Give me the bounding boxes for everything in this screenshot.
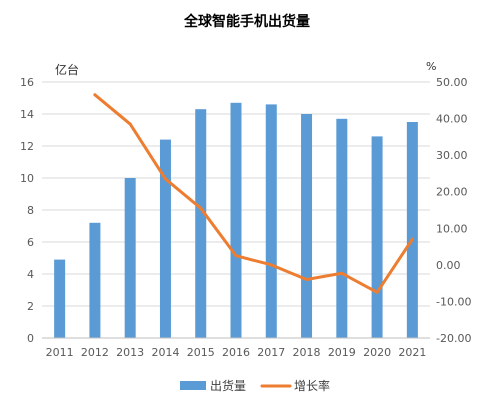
right-axis-tick-label: 30.00 [436,149,468,162]
right-axis-tick-label: -20.00 [436,332,471,345]
bar [159,139,171,338]
line-series [93,93,414,294]
x-axis-tick-label: 2018 [293,346,321,359]
bar [54,259,66,338]
axes: 0 2 4 6 8 10 12 14 16 -20.00 -10.00 0.00 10.00 20.00 3… [20,76,471,359]
x-axis-tick-label: 2016 [222,346,250,359]
line-point [199,206,203,210]
growth-rate-line [93,93,414,294]
bar [265,104,277,339]
left-axis-tick-label: 12 [20,140,34,153]
line-point [340,271,344,275]
line-point [410,237,414,241]
x-axis-tick-label: 2011 [46,346,74,359]
line-point [128,122,132,126]
bar [301,114,313,338]
x-axis-tick-label: 2015 [187,346,215,359]
legend-swatch-bar [180,381,206,390]
bar [371,136,383,338]
left-axis-tick-label: 8 [27,204,34,217]
bar [230,102,242,338]
legend: 出货量 增长率 [180,378,330,393]
x-axis-tick-label: 2014 [151,346,179,359]
x-axis-tick-label: 2019 [328,346,356,359]
right-axis-unit-label: % [426,60,436,73]
line-point [375,290,379,294]
right-axis-tick-label: 10.00 [436,222,468,235]
legend-label-line: 增长率 [294,378,330,393]
left-axis-tick-label: 6 [27,236,34,249]
line-point [305,277,309,281]
x-axis-tick-label: 2021 [398,346,426,359]
bar [124,178,136,338]
bar-series [54,102,418,339]
bar [195,109,207,338]
x-axis-tick-label: 2012 [81,346,109,359]
left-axis-tick-label: 4 [27,268,34,281]
right-axis-tick-label: 0.00 [436,259,461,272]
left-axis-tick-label: 16 [20,76,34,89]
line-point [163,177,167,181]
line-point [234,254,238,258]
left-axis-tick-label: 2 [27,300,34,313]
line-point [269,263,273,267]
chart-title: 全球智能手机出货量 [183,13,310,30]
right-axis-tick-label: 40.00 [436,113,468,126]
left-axis-tick-label: 0 [27,332,34,345]
legend-label-bar: 出货量 [210,378,246,393]
left-axis-tick-label: 10 [20,172,34,185]
x-axis-tick-label: 2017 [257,346,285,359]
line-point [93,93,97,97]
x-axis-tick-label: 2013 [116,346,144,359]
right-axis-tick-label: -10.00 [436,295,471,308]
left-axis-tick-label: 14 [20,108,34,121]
left-axis-unit-label: 亿台 [55,62,79,77]
bar [89,222,101,338]
bar [336,118,348,338]
bar [406,122,418,338]
right-axis-tick-label: 50.00 [436,76,468,89]
right-axis-tick-label: 20.00 [436,186,468,199]
x-axis-tick-label: 2020 [363,346,391,359]
